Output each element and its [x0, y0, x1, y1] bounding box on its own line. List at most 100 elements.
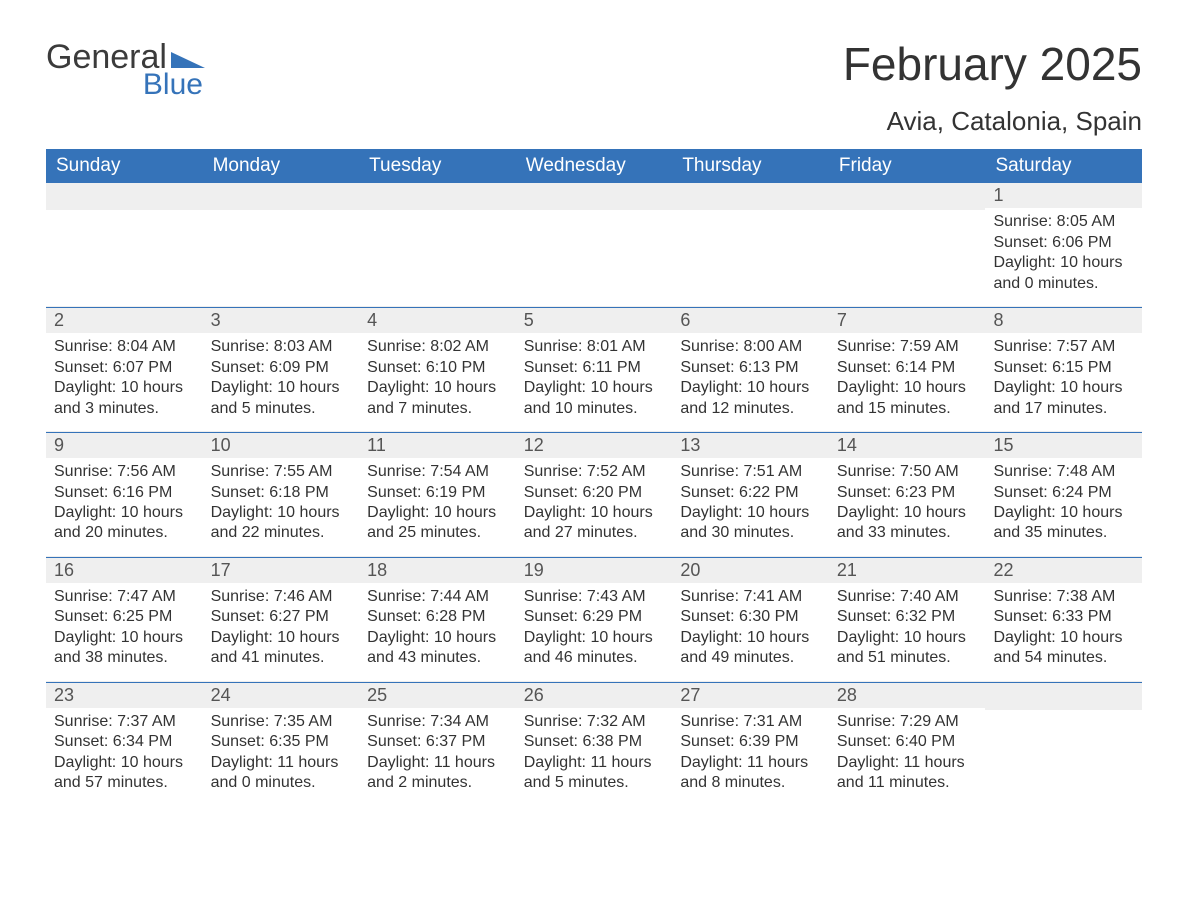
day-cell-21: 21Sunrise: 7:40 AMSunset: 6:32 PMDayligh…: [829, 557, 986, 681]
sunrise-line-value: 8:04 AM: [117, 338, 176, 355]
sunset-line: Sunset: 6:33 PM: [993, 607, 1134, 627]
day-cell-8: 8Sunrise: 7:57 AMSunset: 6:15 PMDaylight…: [985, 307, 1142, 431]
sunset-line-label: Sunset:: [993, 234, 1052, 251]
daylight-line: Daylight: 10 hours and 25 minutes.: [367, 503, 508, 544]
blank-daynum-bar: [516, 183, 673, 210]
daylight-line: Daylight: 10 hours and 0 minutes.: [993, 253, 1134, 294]
day-info: Sunrise: 7:34 AMSunset: 6:37 PMDaylight:…: [367, 712, 508, 794]
sunrise-line: Sunrise: 7:38 AM: [993, 587, 1134, 607]
day-info: Sunrise: 7:32 AMSunset: 6:38 PMDaylight:…: [524, 712, 665, 794]
sunrise-line: Sunrise: 8:00 AM: [680, 337, 821, 357]
sunrise-line-label: Sunrise:: [837, 588, 900, 605]
week-row: 2Sunrise: 8:04 AMSunset: 6:07 PMDaylight…: [46, 306, 1142, 431]
day-info: Sunrise: 8:00 AMSunset: 6:13 PMDaylight:…: [680, 337, 821, 419]
sunrise-line-label: Sunrise:: [211, 588, 274, 605]
sunset-line-value: 6:22 PM: [739, 484, 799, 501]
sunset-line-value: 6:27 PM: [269, 608, 329, 625]
daylight-line: Daylight: 10 hours and 43 minutes.: [367, 628, 508, 669]
calendar-page: General Blue February 2025 Avia, Catalon…: [0, 0, 1188, 846]
sunset-line-label: Sunset:: [680, 484, 739, 501]
day-info: Sunrise: 7:50 AMSunset: 6:23 PMDaylight:…: [837, 462, 978, 544]
daylight-line-label: Daylight:: [367, 629, 434, 646]
blank-daynum-bar: [46, 183, 203, 210]
day-of-week-header: SundayMondayTuesdayWednesdayThursdayFrid…: [46, 149, 1142, 183]
blank-cell: [516, 183, 673, 306]
daylight-line: Daylight: 10 hours and 46 minutes.: [524, 628, 665, 669]
sunrise-line-value: 7:51 AM: [743, 463, 802, 480]
daylight-line-label: Daylight:: [211, 379, 278, 396]
sunrise-line-value: 8:03 AM: [274, 338, 333, 355]
sunrise-line-label: Sunrise:: [54, 338, 117, 355]
blank-cell: [46, 183, 203, 306]
sunset-line-value: 6:15 PM: [1052, 359, 1112, 376]
daylight-line: Daylight: 10 hours and 54 minutes.: [993, 628, 1134, 669]
sunrise-line: Sunrise: 7:37 AM: [54, 712, 195, 732]
sunrise-line-label: Sunrise:: [211, 713, 274, 730]
daylight-line: Daylight: 10 hours and 5 minutes.: [211, 378, 352, 419]
day-number: 5: [516, 307, 673, 333]
sunrise-line: Sunrise: 7:31 AM: [680, 712, 821, 732]
sunset-line-value: 6:32 PM: [896, 608, 956, 625]
day-number: 13: [672, 432, 829, 458]
sunset-line: Sunset: 6:11 PM: [524, 358, 665, 378]
sunrise-line: Sunrise: 8:02 AM: [367, 337, 508, 357]
sunrise-line-value: 7:34 AM: [430, 713, 489, 730]
day-number: 6: [672, 307, 829, 333]
sunrise-line-value: 7:37 AM: [117, 713, 176, 730]
dow-friday: Friday: [829, 149, 986, 183]
sunrise-line-value: 7:57 AM: [1057, 338, 1116, 355]
daylight-line: Daylight: 10 hours and 12 minutes.: [680, 378, 821, 419]
sunrise-line: Sunrise: 7:59 AM: [837, 337, 978, 357]
logo-top-row: General: [46, 40, 205, 74]
sunset-line: Sunset: 6:06 PM: [993, 233, 1134, 253]
day-number: 16: [46, 557, 203, 583]
location-label: Avia, Catalonia, Spain: [843, 106, 1142, 137]
sunrise-line: Sunrise: 7:56 AM: [54, 462, 195, 482]
sunset-line-value: 6:35 PM: [269, 733, 329, 750]
sunset-line-label: Sunset:: [993, 608, 1052, 625]
day-number: 25: [359, 682, 516, 708]
blank-cell: [829, 183, 986, 306]
sunrise-line: Sunrise: 8:05 AM: [993, 212, 1134, 232]
month-title: February 2025: [843, 40, 1142, 88]
day-cell-2: 2Sunrise: 8:04 AMSunset: 6:07 PMDaylight…: [46, 307, 203, 431]
sunset-line-label: Sunset:: [211, 359, 270, 376]
sunrise-line: Sunrise: 7:57 AM: [993, 337, 1134, 357]
sunset-line-value: 6:28 PM: [426, 608, 486, 625]
sunset-line-value: 6:33 PM: [1052, 608, 1112, 625]
day-cell-18: 18Sunrise: 7:44 AMSunset: 6:28 PMDayligh…: [359, 557, 516, 681]
weeks-container: 1Sunrise: 8:05 AMSunset: 6:06 PMDaylight…: [46, 183, 1142, 805]
daylight-line: Daylight: 10 hours and 41 minutes.: [211, 628, 352, 669]
sunset-line-value: 6:34 PM: [113, 733, 173, 750]
dow-wednesday: Wednesday: [516, 149, 673, 183]
day-info: Sunrise: 7:38 AMSunset: 6:33 PMDaylight:…: [993, 587, 1134, 669]
sunset-line-value: 6:06 PM: [1052, 234, 1112, 251]
sunset-line: Sunset: 6:22 PM: [680, 483, 821, 503]
daylight-line-label: Daylight:: [680, 504, 747, 521]
day-cell-7: 7Sunrise: 7:59 AMSunset: 6:14 PMDaylight…: [829, 307, 986, 431]
day-cell-25: 25 Sunrise: 7:34 AMSunset: 6:37 PMDayligh…: [359, 682, 516, 806]
sunrise-line-value: 7:52 AM: [587, 463, 646, 480]
sunset-line-label: Sunset:: [54, 608, 113, 625]
sunrise-line-label: Sunrise:: [993, 588, 1056, 605]
sunset-line-label: Sunset:: [837, 733, 896, 750]
sunrise-line-value: 7:41 AM: [743, 588, 802, 605]
day-number: 12: [516, 432, 673, 458]
sunrise-line-label: Sunrise:: [54, 588, 117, 605]
daylight-line: Daylight: 10 hours and 10 minutes.: [524, 378, 665, 419]
sunrise-line-value: 7:56 AM: [117, 463, 176, 480]
day-number: 18: [359, 557, 516, 583]
sunset-line-label: Sunset:: [211, 733, 270, 750]
blank-cell: [672, 183, 829, 306]
sunset-line-value: 6:23 PM: [896, 484, 956, 501]
sunrise-line: Sunrise: 7:43 AM: [524, 587, 665, 607]
sunrise-line-value: 7:32 AM: [587, 713, 646, 730]
day-cell-20: 20Sunrise: 7:41 AMSunset: 6:30 PMDayligh…: [672, 557, 829, 681]
day-cell-22: 22Sunrise: 7:38 AMSunset: 6:33 PMDayligh…: [985, 557, 1142, 681]
sunrise-line-label: Sunrise:: [993, 213, 1056, 230]
sunset-line: Sunset: 6:10 PM: [367, 358, 508, 378]
blank-cell: [203, 183, 360, 306]
day-info: Sunrise: 8:04 AMSunset: 6:07 PMDaylight:…: [54, 337, 195, 419]
day-info: Sunrise: 7:55 AMSunset: 6:18 PMDaylight:…: [211, 462, 352, 544]
sunset-line-label: Sunset:: [680, 608, 739, 625]
